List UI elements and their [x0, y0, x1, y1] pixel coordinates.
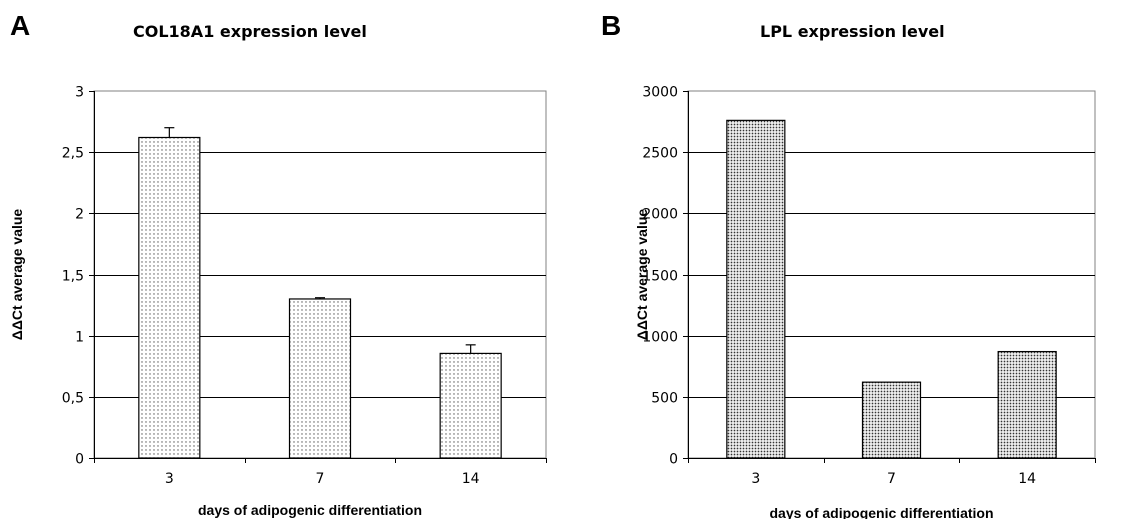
x-tick-label: 14: [1018, 471, 1036, 487]
bar-day-3: [138, 136, 201, 459]
chart-panel-b: 0 500 1000 1500 2000 2500 3000 3 7 14 days of adip…: [565, 0, 1130, 519]
y-tick-label: 2,5: [62, 146, 84, 162]
y-tick-label: 3: [75, 85, 84, 101]
y-tick-label: 0: [75, 452, 84, 468]
chart-title-b: LPL expression level: [760, 22, 945, 41]
x-tick-label: 7: [316, 471, 325, 487]
y-tick-label: 0: [669, 452, 678, 468]
y-tick-label: 500: [651, 391, 678, 407]
x-tick-label: 3: [751, 471, 760, 487]
chart-b-plot: 0 500 1000 1500 2000 2500 3000 3 7 14 days of adip…: [634, 85, 1096, 519]
bar-day-7: [288, 298, 352, 459]
y-tick-label: 1: [75, 330, 84, 346]
chart-title-a: COL18A1 expression level: [133, 22, 367, 41]
chart-a-plot: 0 0,5 1 1,5 2 2,5 3 3 7 14 days of adipogenic diff…: [9, 85, 547, 518]
y-axis-label: ΔΔCt average value: [634, 209, 650, 341]
chart-panel-a: 0 0,5 1 1,5 2 2,5 3 3 7 14 days of adipogenic diff…: [9, 10, 547, 518]
y-tick-label: 1000: [642, 330, 678, 346]
panel-label-b: B: [601, 10, 622, 41]
y-tick-label: 2000: [642, 207, 678, 223]
y-tick-label: 0,5: [62, 391, 84, 407]
bar-day-14: [997, 350, 1057, 459]
x-tick-label: 3: [165, 471, 174, 487]
bar-day-7: [861, 381, 922, 459]
bar-day-14: [439, 352, 502, 459]
y-tick-label: 2: [75, 207, 84, 223]
y-tick-label: 2500: [642, 146, 678, 162]
x-axis-label: days of adipogenic differentiation: [198, 502, 422, 518]
y-tick-label: 1500: [642, 269, 678, 285]
y-tick-label: 3000: [642, 85, 678, 101]
y-axis-label: ΔΔCt average value: [9, 209, 25, 341]
x-tick-label: 14: [462, 471, 480, 487]
y-tick-label: 1,5: [62, 269, 84, 285]
x-tick-label: 7: [887, 471, 896, 487]
x-axis-label: days of adipogenic differentiation: [769, 505, 993, 519]
bar-day-3: [726, 119, 786, 459]
panel-label-a: A: [10, 10, 31, 41]
